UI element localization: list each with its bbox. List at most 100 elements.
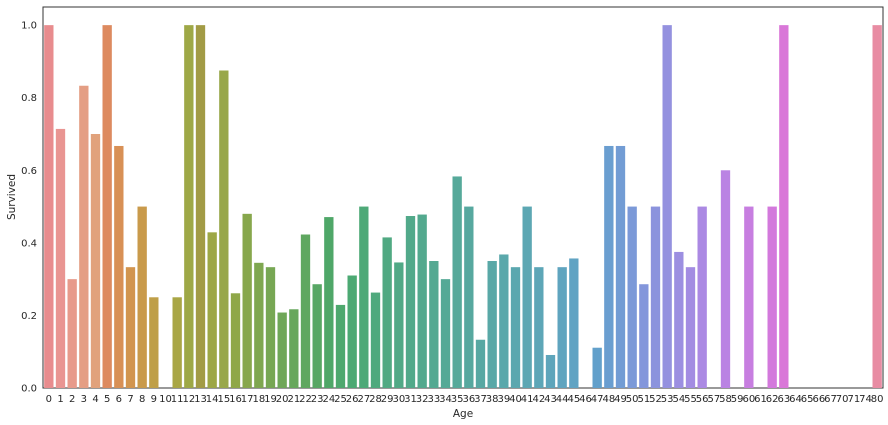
bar-age-23 xyxy=(312,284,322,388)
bar-age-49 xyxy=(615,145,626,388)
x-tick-label: 6 xyxy=(116,394,122,405)
bar-age-27 xyxy=(359,206,369,388)
x-tick-label: 36 xyxy=(462,394,475,405)
bar-age-19 xyxy=(265,267,276,388)
x-tick-label: 50 xyxy=(626,394,639,405)
x-tick-label: 22 xyxy=(299,394,312,405)
bar-age-47 xyxy=(592,347,602,388)
bar-age-54 xyxy=(674,251,684,388)
bar-age-34 xyxy=(440,279,451,388)
y-tick-label: 0.2 xyxy=(21,311,37,322)
bar-age-13 xyxy=(195,25,206,388)
x-tick-label: 1 xyxy=(57,394,63,405)
bar-age-41 xyxy=(522,206,532,388)
plot-area xyxy=(42,6,884,389)
x-tick-label: 54 xyxy=(672,394,685,405)
bar-age-25 xyxy=(335,304,346,388)
x-tick-label: 56 xyxy=(696,394,709,405)
x-tick-label: 41 xyxy=(521,394,534,405)
x-tick-label: 45 xyxy=(567,394,580,405)
bar-age-56 xyxy=(697,206,707,388)
x-tick-label: 46 xyxy=(579,394,592,405)
x-tick-label: 15 xyxy=(217,394,230,405)
bar-age-2 xyxy=(67,279,77,388)
bar-age-20 xyxy=(277,312,287,388)
x-tick-label: 57 xyxy=(707,394,720,405)
x-tick-label: 64 xyxy=(789,394,802,405)
bar-age-0 xyxy=(44,25,54,388)
bar-age-18 xyxy=(254,262,264,388)
x-tick-label: 60 xyxy=(742,394,755,405)
bar-age-4 xyxy=(90,134,101,388)
x-tick-label: 20 xyxy=(276,394,289,405)
bar-age-5 xyxy=(102,25,112,388)
bar-age-48 xyxy=(604,145,614,388)
x-tick-label: 0 xyxy=(46,394,52,405)
bar-age-7 xyxy=(125,267,136,388)
x-tick-label: 23 xyxy=(311,394,324,405)
y-axis-label: Survived xyxy=(6,174,18,220)
x-tick-label: 71 xyxy=(847,394,860,405)
x-axis-label: Age xyxy=(453,408,473,420)
bar-age-80 xyxy=(872,25,882,388)
x-tick-label: 37 xyxy=(474,394,487,405)
bar-age-52 xyxy=(650,206,661,388)
bar-age-53 xyxy=(662,25,672,388)
x-tick-label: 55 xyxy=(684,394,697,405)
x-tick-label: 38 xyxy=(486,394,499,405)
x-tick-label: 8 xyxy=(139,394,145,405)
x-tick-label: 48 xyxy=(602,394,615,405)
bar-age-14 xyxy=(207,232,217,388)
x-tick-label: 4 xyxy=(92,394,98,405)
bar-age-15 xyxy=(219,70,229,388)
x-tick-label: 27 xyxy=(357,394,370,405)
y-tick-label: 0.8 xyxy=(21,93,37,104)
x-tick-label: 12 xyxy=(182,394,195,405)
x-tick-label: 19 xyxy=(264,394,277,405)
x-tick-label: 24 xyxy=(322,394,335,405)
y-tick-label: 0.0 xyxy=(21,384,37,395)
bars-layer xyxy=(44,25,882,389)
bar-age-37 xyxy=(475,339,486,388)
bar-age-3 xyxy=(79,85,89,389)
bar-age-44 xyxy=(557,267,567,388)
x-tick-label: 25 xyxy=(334,394,347,405)
bar-age-35 xyxy=(452,176,462,388)
bar-age-63 xyxy=(779,25,789,388)
x-tick-label: 7 xyxy=(127,394,133,405)
bar-age-55 xyxy=(685,267,696,388)
bar-age-16 xyxy=(230,293,241,388)
bar-age-62 xyxy=(767,206,777,388)
x-tick-label: 58 xyxy=(719,394,732,405)
x-tick-label: 51 xyxy=(637,394,650,405)
x-tick-label: 17 xyxy=(241,394,254,405)
x-tick-label: 49 xyxy=(614,394,627,405)
x-tick-label: 3 xyxy=(81,394,87,405)
x-tick-label: 35 xyxy=(451,394,464,405)
x-tick-label: 47 xyxy=(591,394,604,405)
bar-age-45 xyxy=(569,258,579,388)
x-tick-label: 26 xyxy=(346,394,359,405)
x-tick-label: 16 xyxy=(229,394,242,405)
x-tick-label: 67 xyxy=(824,394,837,405)
x-tick-label: 70 xyxy=(836,394,849,405)
bar-age-9 xyxy=(149,297,159,388)
x-tick-label: 61 xyxy=(754,394,767,405)
y-tick-label: 0.6 xyxy=(21,166,37,177)
bar-age-12 xyxy=(184,25,194,388)
bar-age-43 xyxy=(545,354,556,388)
bar-age-32 xyxy=(417,214,427,388)
x-tick-label: 40 xyxy=(509,394,522,405)
x-tick-label: 11 xyxy=(171,394,184,405)
bar-age-21 xyxy=(289,309,299,388)
x-tick-label: 59 xyxy=(731,394,744,405)
x-tick-label: 14 xyxy=(206,394,219,405)
x-tick-label: 10 xyxy=(159,394,172,405)
x-tick-label: 74 xyxy=(859,394,872,405)
x-tick-label: 63 xyxy=(777,394,790,405)
bar-age-1 xyxy=(55,128,66,389)
bar-age-50 xyxy=(627,206,637,388)
bar-age-22 xyxy=(300,234,311,388)
x-tick-label: 32 xyxy=(416,394,429,405)
y-axis-ticks: 0.0 0.2 0.4 0.6 0.8 1.0 xyxy=(21,21,37,395)
